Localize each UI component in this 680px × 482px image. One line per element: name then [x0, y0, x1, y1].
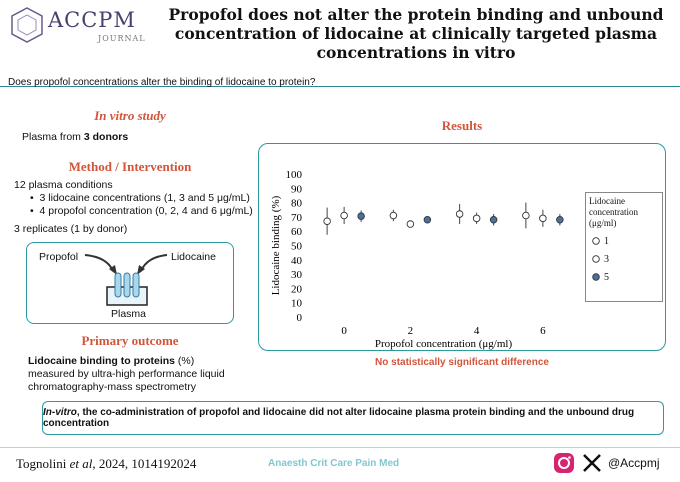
x-tick-label: 6	[540, 325, 546, 337]
point	[522, 211, 530, 220]
x-icon[interactable]	[582, 453, 602, 473]
point	[455, 210, 464, 218]
results-box	[258, 143, 666, 351]
diagram-art	[84, 254, 168, 306]
annotation: No statistically significant difference	[375, 357, 549, 368]
bullet: • 3 lidocaine concentrations (1, 3 and 5…	[30, 192, 250, 204]
citation: Tognolini et al, 2024, 1014192024	[16, 456, 196, 472]
journal: Anaesth Crit Care Pain Med	[268, 458, 400, 469]
citation-author: Tognolini	[16, 456, 67, 471]
point	[423, 216, 432, 224]
y-tick-label: 80	[291, 198, 303, 210]
legend-entry: 1	[586, 232, 662, 250]
logo-mark	[8, 6, 46, 44]
y-tick-label: 0	[297, 312, 303, 324]
legend: Lidocaine concentration (μg/ml) 1 3 5	[585, 192, 663, 302]
bullet-text: 3 lidocaine concentrations (1, 3 and 5 μ…	[39, 192, 250, 204]
instagram-icon[interactable]	[553, 452, 575, 474]
x-tick-label: 2	[408, 325, 414, 337]
bullet-text: 4 propofol concentration (0, 2, 4 and 6 …	[39, 205, 253, 217]
y-tick-label: 20	[291, 283, 303, 295]
legend-items: 1 3 5	[586, 232, 662, 286]
logo-text: ACCPM	[48, 8, 136, 32]
study-bold: 3 donors	[83, 131, 129, 143]
legend-title: Lidocaine concentration (μg/ml)	[589, 196, 638, 228]
y-tick-label: 70	[291, 212, 303, 224]
study-heading: In vitro study	[94, 108, 166, 123]
method-heading: Method / Intervention	[68, 159, 192, 174]
logo-sub: JOURNAL	[98, 34, 146, 43]
outcome-heading: Primary outcome	[81, 333, 179, 348]
conclusion: In-vitro, the co-administration of propo…	[42, 401, 664, 435]
point	[556, 216, 564, 224]
propofol-label: Propofol	[39, 251, 79, 263]
study-text: Plasma from 3 donors	[22, 131, 128, 144]
conclusion-text: , the co-administration of propofol and …	[43, 407, 635, 429]
legend-label: 1	[604, 235, 609, 247]
bullet: • 4 propofol concentration (0, 2, 4 and …	[30, 205, 253, 217]
y-tick-label: 10	[291, 298, 303, 310]
x-tick-label: 0	[341, 325, 347, 337]
point	[340, 211, 348, 220]
point	[406, 220, 415, 228]
citation-rest: , 2024, 1014192024	[92, 456, 197, 471]
legend-label: 5	[604, 271, 609, 283]
x-axis-label: Propofol concentration (μg/ml)	[375, 338, 513, 350]
legend-entry: 3	[586, 250, 662, 268]
point	[357, 212, 365, 220]
outcome-text: Lidocaine binding to proteins (%) measur…	[28, 355, 243, 394]
point	[323, 217, 331, 225]
logo-icon	[11, 7, 43, 43]
legend-marker	[592, 273, 600, 281]
handle[interactable]: @Accpmj	[608, 456, 660, 470]
legend-swatch	[592, 273, 600, 281]
question-bar: Does propofol concentrations alter the b…	[0, 72, 680, 88]
lidocaine-label: Lidocaine	[171, 251, 216, 263]
y-tick-label: 60	[291, 226, 303, 238]
legend-marker	[592, 237, 600, 245]
legend-entry: 5	[586, 268, 662, 286]
plasma-label: Plasma	[111, 308, 147, 320]
title: Propofol does not alter the protein bind…	[168, 5, 664, 62]
outcome-rest: (%) measured by ultra-high performance l…	[28, 355, 225, 393]
study-prefix: Plasma from	[22, 131, 84, 143]
point	[472, 214, 481, 223]
results-heading: Results	[441, 118, 483, 133]
point	[539, 214, 547, 223]
outcome-bold: Lidocaine binding to proteins	[28, 355, 175, 367]
point	[389, 211, 398, 220]
diagram-box: Propofol Lidocaine Plasma	[26, 242, 234, 324]
y-tick-label: 30	[291, 269, 303, 281]
legend-swatch	[592, 237, 600, 245]
y-tick-label: 100	[286, 169, 303, 181]
y-tick-label: 90	[291, 183, 303, 195]
conclusion-italic: In-vitro	[43, 407, 77, 418]
point	[489, 216, 498, 224]
y-tick-label: 40	[291, 255, 303, 267]
conditions: 12 plasma conditions	[14, 179, 113, 191]
question: Does propofol concentrations alter the b…	[8, 77, 316, 88]
y-axis-label: Lidocaine binding (%)	[270, 195, 282, 295]
legend-label: 3	[604, 253, 609, 265]
legend-marker	[592, 255, 600, 263]
footer: Tognolini et al, 2024, 1014192024 Anaest…	[0, 447, 680, 482]
legend-swatch	[592, 255, 600, 263]
x-tick-label: 4	[474, 325, 480, 337]
citation-etal: et al	[69, 456, 93, 471]
replicates: 3 replicates (1 by donor)	[14, 223, 128, 235]
y-tick-label: 50	[291, 241, 303, 253]
